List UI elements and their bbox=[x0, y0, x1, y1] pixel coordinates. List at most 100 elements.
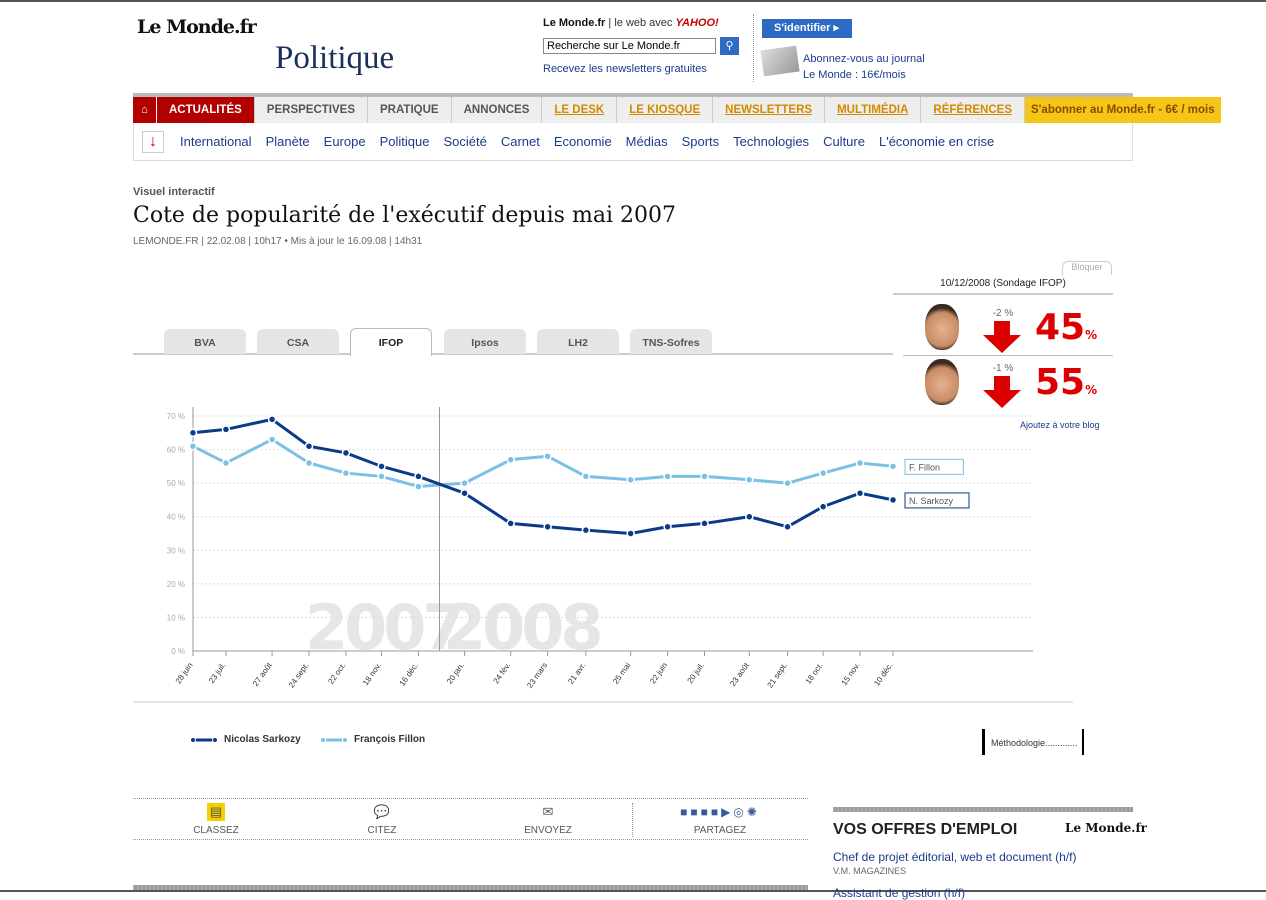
subnav-item[interactable]: Technologies bbox=[733, 134, 810, 149]
subnav-item[interactable]: International bbox=[180, 134, 252, 149]
search-button[interactable]: ⚲ bbox=[720, 37, 739, 55]
tab-ifop[interactable]: IFOP bbox=[350, 328, 432, 356]
data-point bbox=[888, 495, 898, 505]
subnav-item[interactable]: Politique bbox=[379, 134, 430, 149]
citez-button[interactable]: 💬 CITEZ bbox=[332, 803, 432, 836]
subnav-item[interactable]: Europe bbox=[323, 134, 366, 149]
mail-icon: ✉ bbox=[542, 804, 554, 819]
down-arrow-icon bbox=[983, 321, 1021, 358]
tab-lh2[interactable]: LH2 bbox=[537, 329, 619, 354]
data-point bbox=[460, 478, 469, 488]
tool-label: CLASSEZ bbox=[193, 825, 239, 836]
divider bbox=[903, 355, 1113, 356]
yahoo-logo: YAHOO! bbox=[675, 17, 719, 29]
nav-le-kiosque[interactable]: LE KIOSQUE bbox=[617, 97, 714, 123]
y-tick-label: 50 % bbox=[167, 479, 185, 488]
data-point bbox=[783, 478, 792, 488]
nav-annonces[interactable]: ANNONCES bbox=[452, 97, 543, 123]
down-arrow-icon bbox=[983, 376, 1021, 413]
data-point bbox=[888, 462, 898, 471]
le-monde-logo: Le Monde.fr bbox=[1065, 821, 1147, 835]
arrow-down-icon[interactable]: ↓ bbox=[142, 130, 164, 153]
fillon-photo bbox=[925, 359, 959, 405]
subnav-item[interactable]: Culture bbox=[823, 134, 865, 149]
tab-ipsos[interactable]: Ipsos bbox=[444, 329, 526, 354]
legend-sarkozy[interactable]: Nicolas Sarkozy bbox=[190, 734, 301, 745]
legend-fillon[interactable]: François Fillon bbox=[320, 734, 425, 745]
job-link[interactable]: Chef de projet éditorial, web et documen… bbox=[833, 850, 1077, 864]
subnav-item[interactable]: Société bbox=[443, 134, 487, 149]
jobs-title: VOS OFFRES D'EMPLOI bbox=[833, 821, 1018, 838]
end-label: N. Sarkozy bbox=[909, 496, 954, 506]
data-point bbox=[543, 452, 552, 461]
data-point bbox=[626, 529, 635, 538]
subnav-item[interactable]: Carnet bbox=[500, 134, 540, 149]
data-point bbox=[188, 428, 198, 438]
tab-tns-sofres[interactable]: TNS-Sofres bbox=[630, 329, 712, 354]
subscribe-button[interactable]: S'abonner au Monde.fr - 6€ / mois bbox=[1025, 97, 1221, 123]
divider bbox=[833, 807, 1133, 812]
job-link[interactable]: Assistant de gestion (h/f) bbox=[833, 886, 966, 900]
legend-swatch-sarkozy bbox=[190, 736, 218, 743]
data-point bbox=[818, 468, 828, 478]
data-point bbox=[377, 472, 386, 481]
data-point bbox=[414, 472, 423, 481]
data-point bbox=[221, 425, 231, 434]
nav-pratique[interactable]: PRATIQUE bbox=[368, 97, 452, 123]
data-point bbox=[341, 448, 351, 458]
legend-swatch-fillon bbox=[320, 736, 348, 743]
subscribe-journal-link[interactable]: Abonnez-vous au journal Le Monde : 16€/mo… bbox=[803, 51, 925, 83]
tool-label: CITEZ bbox=[367, 825, 397, 836]
subnav-item[interactable]: L'économie en crise bbox=[878, 134, 995, 149]
nav-perspectives[interactable]: PERSPECTIVES bbox=[255, 97, 368, 123]
legend-label: Nicolas Sarkozy bbox=[224, 734, 301, 745]
methodology-link[interactable]: Méthodologie............. bbox=[982, 729, 1084, 755]
score-unit: % bbox=[1085, 383, 1098, 397]
divider bbox=[632, 803, 633, 837]
data-point bbox=[663, 522, 672, 532]
subnav-item[interactable]: Economie bbox=[553, 134, 612, 149]
score-value: 55 bbox=[1035, 362, 1086, 403]
x-tick-label: 21 avr. bbox=[566, 661, 587, 686]
data-point bbox=[818, 502, 828, 511]
newsletters-link[interactable]: Recevez les newsletters gratuites bbox=[543, 63, 707, 75]
tab-bva[interactable]: BVA bbox=[164, 329, 246, 354]
x-tick-label: 22 oct. bbox=[326, 661, 347, 686]
data-point bbox=[267, 415, 277, 424]
nav-actualites[interactable]: ACTUALITÉS bbox=[156, 97, 255, 123]
x-tick-label: 15 nov. bbox=[840, 661, 862, 687]
envoyez-button[interactable]: ✉ ENVOYEZ bbox=[498, 803, 598, 836]
data-point bbox=[341, 468, 351, 478]
web-avec: le web avec bbox=[614, 17, 673, 29]
data-point bbox=[581, 472, 591, 481]
y-tick-label: 0 % bbox=[171, 647, 185, 656]
home-icon[interactable]: ⌂ bbox=[133, 97, 157, 123]
subnav-item[interactable]: Médias bbox=[625, 134, 668, 149]
search-input[interactable] bbox=[543, 38, 716, 54]
nav-newsletters[interactable]: NEWSLETTERS bbox=[713, 97, 826, 123]
subnav-item[interactable]: Planète bbox=[265, 134, 310, 149]
x-tick-label: 16 déc. bbox=[398, 661, 420, 688]
nav-references[interactable]: RÉFÉRENCES bbox=[921, 97, 1026, 123]
data-point bbox=[626, 475, 635, 485]
x-tick-label: 24 fév. bbox=[492, 661, 513, 685]
nav-multimedia[interactable]: MULTIMÉDIA bbox=[825, 97, 922, 123]
end-label-box bbox=[904, 492, 970, 509]
login-button[interactable]: S'identifier ▸ bbox=[762, 19, 852, 38]
classez-button[interactable]: ▤ CLASSEZ bbox=[166, 803, 266, 836]
nav-le-desk[interactable]: LE DESK bbox=[542, 97, 618, 123]
le-monde-logo[interactable]: Le Monde.fr bbox=[137, 16, 257, 38]
main-nav: ⌂ ACTUALITÉS PERSPECTIVES PRATIQUE ANNON… bbox=[133, 93, 1221, 123]
partagez-button[interactable]: ■■■■▶◎✺ PARTAGEZ bbox=[670, 803, 770, 836]
add-to-blog-link[interactable]: Ajoutez à votre blog bbox=[1020, 420, 1100, 430]
data-point bbox=[267, 435, 277, 444]
block-button[interactable]: Bloquer bbox=[1062, 261, 1112, 275]
tab-csa[interactable]: CSA bbox=[257, 329, 339, 354]
institute-tabs: BVA CSA IFOP Ipsos LH2 TNS-Sofres bbox=[133, 328, 893, 356]
x-tick-label: 22 juin bbox=[648, 661, 669, 685]
x-tick-label: 27 août bbox=[251, 660, 274, 688]
data-point bbox=[414, 482, 423, 491]
data-point bbox=[700, 519, 709, 528]
subnav-item[interactable]: Sports bbox=[681, 134, 720, 149]
sarkozy-delta: -2 % bbox=[992, 308, 1014, 319]
